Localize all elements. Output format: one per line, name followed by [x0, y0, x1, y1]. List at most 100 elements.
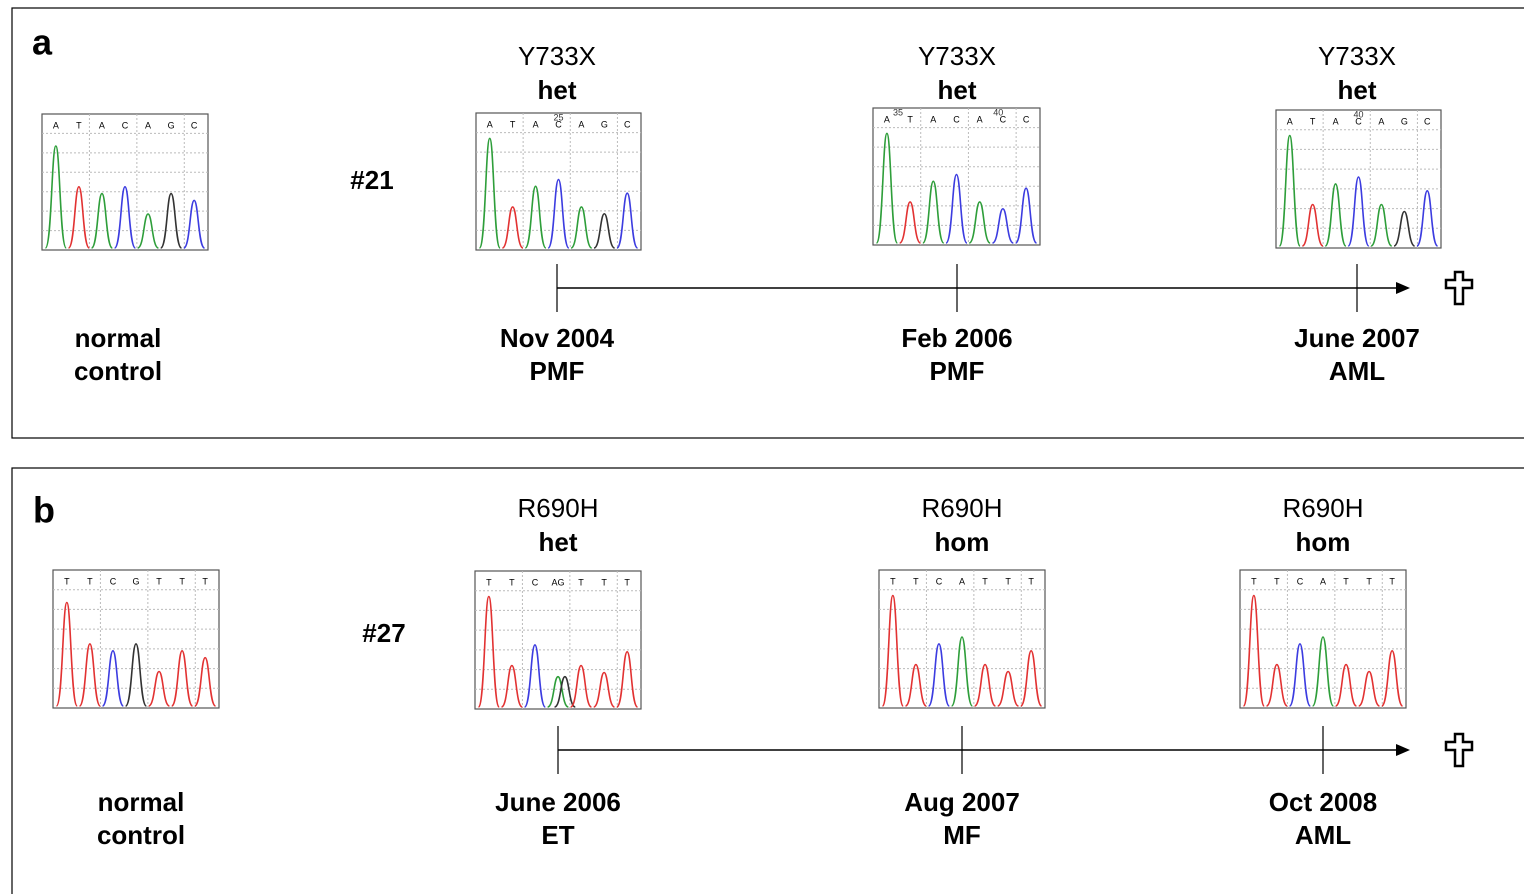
base-call: C	[1297, 576, 1304, 586]
base-call: T	[1310, 116, 1316, 126]
chromatogram-frame	[53, 570, 219, 708]
base-call: C	[624, 119, 631, 129]
base-call: T	[1366, 576, 1372, 586]
diagnosis: PMF	[530, 356, 585, 386]
base-call: C	[1023, 114, 1030, 124]
base-call: A	[53, 120, 59, 130]
base-call: A	[533, 119, 539, 129]
zygosity: hom	[935, 527, 990, 557]
base-call: A	[1320, 576, 1326, 586]
chromatogram-frame	[879, 570, 1045, 708]
base-call: C	[1424, 116, 1431, 126]
base-call: T	[156, 576, 162, 586]
base-call: C	[936, 576, 943, 586]
base-call: T	[202, 576, 208, 586]
death-cross	[1446, 734, 1472, 766]
panel-label: a	[32, 22, 53, 63]
chromatogram-frame	[1276, 110, 1441, 248]
base-call: A	[578, 119, 584, 129]
mutation: R690H	[1283, 493, 1364, 523]
chromatogram-frame	[1240, 570, 1406, 708]
zygosity: het	[1338, 75, 1377, 105]
base-call: A	[884, 114, 890, 124]
diagnosis: PMF	[930, 356, 985, 386]
base-call: A	[930, 114, 936, 124]
base-call: C	[122, 120, 129, 130]
control-label: control	[74, 356, 162, 386]
base-call: T	[509, 577, 515, 587]
diagnosis: AML	[1329, 356, 1385, 386]
base-call: C	[532, 577, 539, 587]
base-call: T	[1389, 576, 1395, 586]
base-call: G	[1401, 116, 1408, 126]
base-call: T	[486, 577, 492, 587]
base-call: A	[959, 576, 965, 586]
base-call: T	[1274, 576, 1280, 586]
base-call: T	[578, 577, 584, 587]
base-call: T	[982, 576, 988, 586]
zygosity: hom	[1296, 527, 1351, 557]
base-call: T	[907, 114, 913, 124]
base-call: A	[977, 114, 983, 124]
base-call: T	[913, 576, 919, 586]
mutation: R690H	[922, 493, 1003, 523]
position-marker: 40	[993, 107, 1003, 117]
base-call: A	[487, 119, 493, 129]
base-call: T	[1251, 576, 1257, 586]
chromatogram-frame	[476, 113, 641, 250]
base-call: T	[179, 576, 185, 586]
diagnosis: ET	[541, 820, 574, 850]
chromatogram-frame	[475, 571, 641, 709]
date: June 2007	[1294, 323, 1420, 353]
base-call: T	[624, 577, 630, 587]
base-call: C	[191, 120, 198, 130]
base-call: G	[132, 576, 139, 586]
position-marker: 25	[553, 112, 563, 122]
base-call: T	[1343, 576, 1349, 586]
chromatogram-frame	[873, 108, 1040, 245]
mutation: R690H	[518, 493, 599, 523]
control-label: control	[97, 820, 185, 850]
patient-id: #21	[350, 165, 393, 195]
position-marker: 35	[893, 107, 903, 117]
figure: a#21ATACAGCnormalcontrolATACAGC25Y733Xhe…	[0, 0, 1524, 894]
base-call: T	[1028, 576, 1034, 586]
patient-id: #27	[362, 618, 405, 648]
base-call: A	[99, 120, 105, 130]
mutation: Y733X	[918, 41, 996, 71]
death-cross	[1446, 272, 1472, 304]
control-label: normal	[98, 787, 185, 817]
panel-label: b	[33, 490, 55, 531]
date: Oct 2008	[1269, 787, 1377, 817]
base-call: T	[87, 576, 93, 586]
base-call: T	[890, 576, 896, 586]
date: Feb 2006	[901, 323, 1012, 353]
mutation: Y733X	[1318, 41, 1396, 71]
control-label: normal	[75, 323, 162, 353]
zygosity: het	[938, 75, 977, 105]
base-call: T	[510, 119, 516, 129]
base-call: C	[953, 114, 960, 124]
date: Nov 2004	[500, 323, 615, 353]
diagnosis: AML	[1295, 820, 1351, 850]
timeline-arrowhead	[1396, 282, 1410, 294]
base-call: C	[110, 576, 117, 586]
mutation: Y733X	[518, 41, 596, 71]
base-call: A	[1378, 116, 1384, 126]
date: Aug 2007	[904, 787, 1020, 817]
base-call: T	[601, 577, 607, 587]
base-call: A	[1333, 116, 1339, 126]
base-call: G	[168, 120, 175, 130]
base-call: T	[64, 576, 70, 586]
base-call: G	[601, 119, 608, 129]
date: June 2006	[495, 787, 621, 817]
diagnosis: MF	[943, 820, 981, 850]
timeline-arrowhead	[1396, 744, 1410, 756]
base-call: A	[145, 120, 151, 130]
base-call: AG	[551, 577, 564, 587]
zygosity: het	[538, 75, 577, 105]
base-call: T	[76, 120, 82, 130]
position-marker: 40	[1353, 109, 1363, 119]
base-call: A	[1287, 116, 1293, 126]
zygosity: het	[539, 527, 578, 557]
